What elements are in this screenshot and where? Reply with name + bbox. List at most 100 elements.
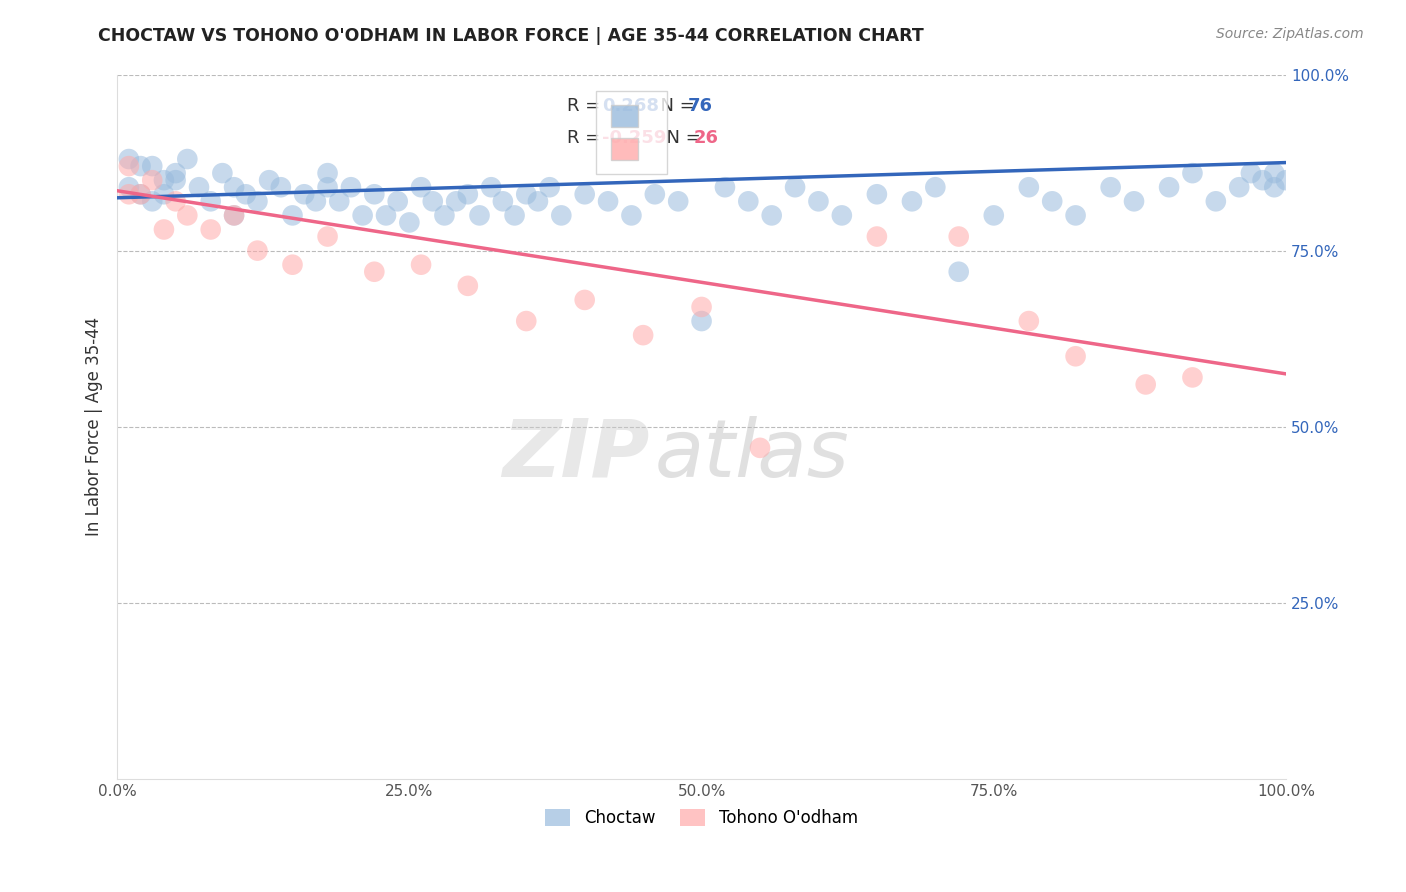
Point bbox=[222, 208, 245, 222]
Text: Source: ZipAtlas.com: Source: ZipAtlas.com bbox=[1216, 27, 1364, 41]
Point bbox=[363, 187, 385, 202]
Point bbox=[574, 293, 596, 307]
Point bbox=[538, 180, 561, 194]
Point bbox=[901, 194, 924, 209]
Point bbox=[398, 215, 420, 229]
Point bbox=[118, 152, 141, 166]
Point bbox=[749, 441, 772, 455]
Point bbox=[305, 194, 328, 209]
Point bbox=[457, 278, 479, 293]
Point bbox=[1064, 349, 1087, 363]
Point bbox=[141, 173, 163, 187]
Point bbox=[292, 187, 315, 202]
Point bbox=[433, 208, 456, 222]
Text: CHOCTAW VS TOHONO O'ODHAM IN LABOR FORCE | AGE 35-44 CORRELATION CHART: CHOCTAW VS TOHONO O'ODHAM IN LABOR FORCE… bbox=[98, 27, 924, 45]
Point bbox=[316, 180, 339, 194]
Point bbox=[1240, 166, 1263, 180]
Point bbox=[118, 187, 141, 202]
Point bbox=[129, 187, 152, 202]
Point bbox=[222, 180, 245, 194]
Point bbox=[1064, 208, 1087, 222]
Point bbox=[141, 159, 163, 173]
Point bbox=[222, 208, 245, 222]
Point bbox=[153, 173, 176, 187]
Point bbox=[631, 328, 654, 343]
Point bbox=[1181, 370, 1204, 384]
Text: -0.259: -0.259 bbox=[602, 129, 666, 147]
Point bbox=[515, 187, 537, 202]
Point bbox=[1263, 166, 1285, 180]
Point bbox=[783, 180, 806, 194]
Point bbox=[409, 258, 432, 272]
Point bbox=[1018, 180, 1040, 194]
Point bbox=[200, 194, 222, 209]
Point bbox=[807, 194, 830, 209]
Point bbox=[761, 208, 783, 222]
Point bbox=[574, 187, 596, 202]
Point bbox=[188, 180, 211, 194]
Point bbox=[176, 208, 198, 222]
Text: ZIP: ZIP bbox=[502, 416, 650, 494]
Point bbox=[153, 222, 176, 236]
Text: 0.268: 0.268 bbox=[602, 97, 659, 115]
Point bbox=[666, 194, 689, 209]
Point bbox=[948, 229, 970, 244]
Point bbox=[200, 222, 222, 236]
Text: 76: 76 bbox=[688, 97, 713, 115]
Text: atlas: atlas bbox=[655, 416, 849, 494]
Point bbox=[690, 314, 713, 328]
Point bbox=[1135, 377, 1157, 392]
Point bbox=[479, 180, 502, 194]
Text: N =: N = bbox=[655, 129, 706, 147]
Point bbox=[257, 173, 280, 187]
Point bbox=[165, 166, 187, 180]
Point bbox=[246, 194, 269, 209]
Point bbox=[1123, 194, 1146, 209]
Point bbox=[1251, 173, 1274, 187]
Point bbox=[983, 208, 1005, 222]
Point bbox=[515, 314, 537, 328]
Point bbox=[457, 187, 479, 202]
Point bbox=[1181, 166, 1204, 180]
Point bbox=[409, 180, 432, 194]
Point bbox=[375, 208, 398, 222]
Point bbox=[1099, 180, 1122, 194]
Point bbox=[129, 159, 152, 173]
Point bbox=[468, 208, 491, 222]
Point bbox=[129, 187, 152, 202]
Point bbox=[352, 208, 374, 222]
Point bbox=[831, 208, 853, 222]
Point bbox=[1205, 194, 1227, 209]
Point bbox=[1040, 194, 1063, 209]
Point bbox=[316, 229, 339, 244]
Point bbox=[866, 229, 889, 244]
Y-axis label: In Labor Force | Age 35-44: In Labor Force | Age 35-44 bbox=[86, 318, 103, 536]
Point bbox=[246, 244, 269, 258]
Point bbox=[118, 180, 141, 194]
Point bbox=[1263, 180, 1285, 194]
Point bbox=[1227, 180, 1250, 194]
Point bbox=[422, 194, 444, 209]
Point bbox=[690, 300, 713, 314]
Point bbox=[281, 208, 304, 222]
Point bbox=[492, 194, 515, 209]
Point bbox=[340, 180, 363, 194]
Point bbox=[387, 194, 409, 209]
Point bbox=[235, 187, 257, 202]
Point bbox=[176, 152, 198, 166]
Point bbox=[503, 208, 526, 222]
Text: R =: R = bbox=[567, 129, 606, 147]
Point bbox=[281, 258, 304, 272]
Point bbox=[737, 194, 759, 209]
Point bbox=[550, 208, 572, 222]
Point bbox=[948, 265, 970, 279]
Legend: Choctaw, Tohono O'odham: Choctaw, Tohono O'odham bbox=[538, 803, 865, 834]
Point bbox=[141, 194, 163, 209]
Point bbox=[328, 194, 350, 209]
Point bbox=[363, 265, 385, 279]
Point bbox=[527, 194, 550, 209]
Point bbox=[714, 180, 737, 194]
Point bbox=[165, 173, 187, 187]
Point bbox=[644, 187, 666, 202]
Point bbox=[118, 159, 141, 173]
